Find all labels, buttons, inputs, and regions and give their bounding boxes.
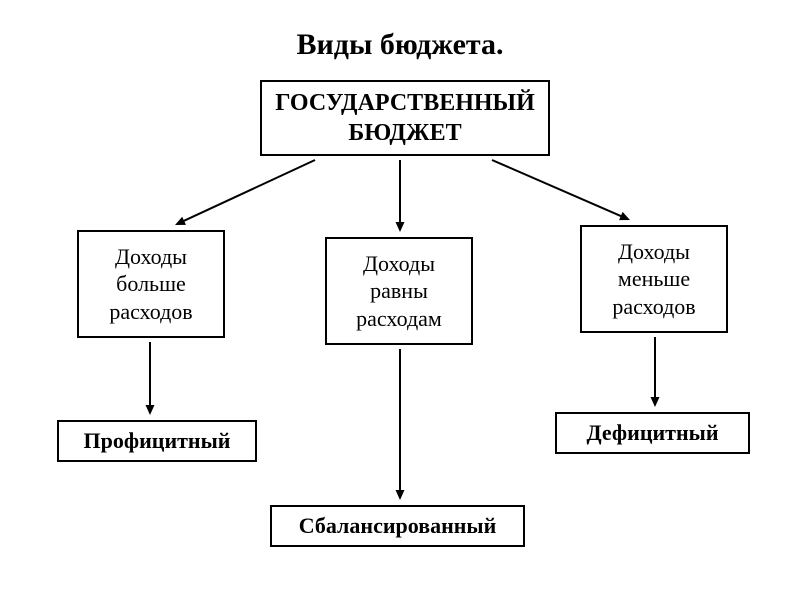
node-right-result: Дефицитный: [555, 412, 750, 454]
node-left-result: Профицитный: [57, 420, 257, 462]
node-left-condition: Доходыбольшерасходов: [77, 230, 225, 338]
node-mid-result: Сбалансированный: [270, 505, 525, 547]
node-mid-condition: Доходыравнырасходам: [325, 237, 473, 345]
node-root: ГОСУДАРСТВЕННЫЙБЮДЖЕТ: [260, 80, 550, 156]
node-right-condition: Доходыменьшерасходов: [580, 225, 728, 333]
diagram-title: Виды бюджета.: [0, 28, 800, 62]
